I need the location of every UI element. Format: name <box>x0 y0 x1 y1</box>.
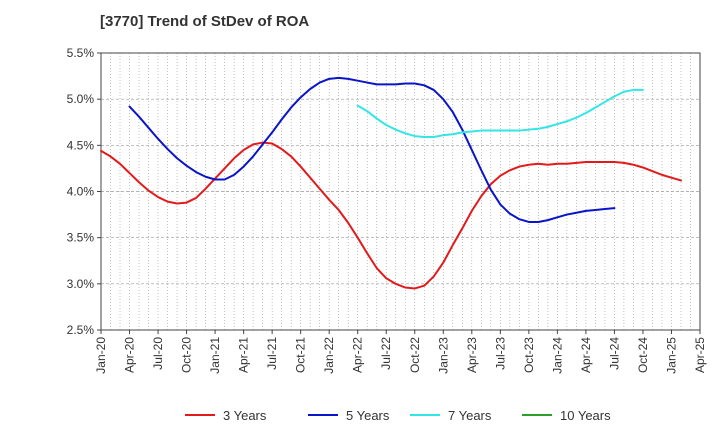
y-tick-label: 3.0% <box>67 277 95 291</box>
x-tick-label: Apr-25 <box>693 337 707 373</box>
axes: 2.5% 3.0% 3.5% 4.0% 4.5% 5.0% 5.5% Jan-20 Apr-20… <box>67 46 707 374</box>
x-tick-label: Apr-20 <box>123 337 137 373</box>
legend-label-3-years: 3 Years <box>223 408 267 423</box>
series-line-5-years <box>128 76 616 223</box>
x-tick-label: Jan-22 <box>322 337 336 374</box>
y-tick-label: 5.0% <box>67 92 95 106</box>
x-tick-label: Apr-23 <box>465 337 479 373</box>
x-tick-label: Jul-22 <box>379 337 393 370</box>
x-tick-label: Jan-20 <box>94 337 108 374</box>
x-tick-label: Jan-21 <box>208 337 222 374</box>
x-tick-label: Oct-24 <box>636 337 650 373</box>
x-tick-label: Apr-24 <box>579 337 593 373</box>
x-tick-label: Jul-20 <box>151 337 165 370</box>
series-line-3-years <box>100 141 682 290</box>
series-group <box>100 76 682 290</box>
series-line-7-years <box>356 88 644 139</box>
x-tick-label: Jul-24 <box>607 337 621 370</box>
legend: 3 Years 5 Years 7 Years 10 Years <box>185 408 611 423</box>
legend-label-10-years: 10 Years <box>560 408 611 423</box>
y-tick-label: 4.0% <box>67 185 95 199</box>
chart-title: [3770] Trend of StDev of ROA <box>100 13 310 30</box>
x-tick-label: Jul-21 <box>265 337 279 370</box>
x-tick-label: Oct-22 <box>408 337 422 373</box>
y-tick-label: 5.5% <box>67 46 95 60</box>
x-tick-label: Jan-25 <box>664 337 678 374</box>
x-tick-label: Jul-23 <box>493 337 507 370</box>
x-tick-label: Jan-24 <box>550 337 564 374</box>
x-tick-label: Oct-21 <box>294 337 308 373</box>
x-tick-label: Apr-21 <box>237 337 251 373</box>
grid <box>100 52 701 331</box>
y-tick-label: 2.5% <box>67 323 95 337</box>
x-tick-label: Jan-23 <box>436 337 450 374</box>
x-tick-label: Oct-23 <box>522 337 536 373</box>
legend-label-7-years: 7 Years <box>448 408 492 423</box>
y-tick-label: 4.5% <box>67 138 95 152</box>
x-tick-label: Apr-22 <box>351 337 365 373</box>
x-tick-label: Oct-20 <box>180 337 194 373</box>
legend-label-5-years: 5 Years <box>346 408 390 423</box>
y-tick-label: 3.5% <box>67 231 95 245</box>
plot-area-border <box>100 52 701 331</box>
